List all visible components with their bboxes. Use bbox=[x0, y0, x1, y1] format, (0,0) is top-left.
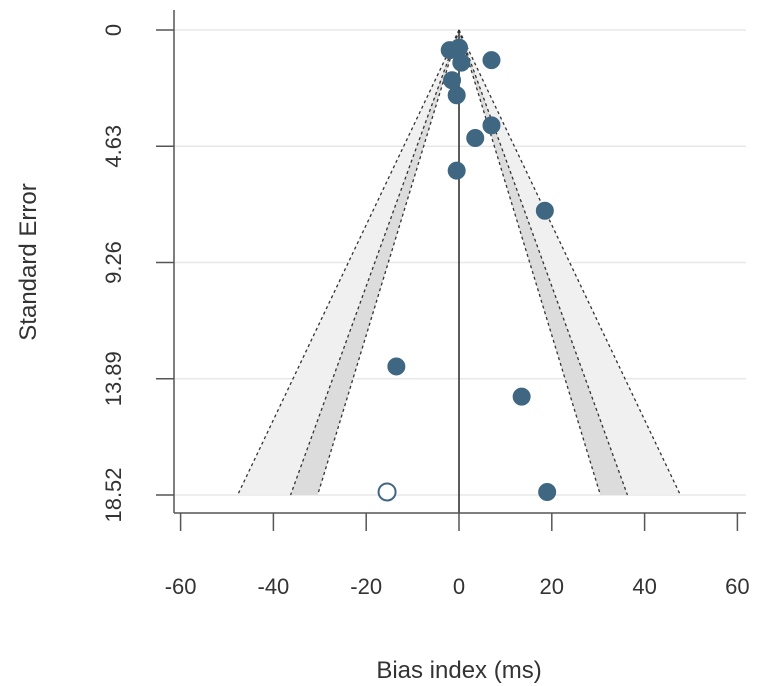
y-axis-ticks: 0 4.63 9.26 13.89 18.52 bbox=[101, 24, 174, 523]
y-tick-label-1: 4.63 bbox=[101, 125, 126, 168]
x-axis-title: Bias index (ms) bbox=[376, 657, 541, 684]
study-point-0-10 bbox=[387, 357, 406, 376]
contour-95pct-right bbox=[458, 29, 629, 496]
plot-area bbox=[174, 10, 746, 513]
study-point-0-11 bbox=[512, 387, 531, 406]
contour-99pct-left bbox=[237, 29, 460, 496]
contour-95pct-left bbox=[289, 29, 460, 496]
study-point-0-8 bbox=[447, 161, 466, 180]
x-axis-ticks: -60 -40 -20 0 20 40 60 bbox=[165, 513, 750, 599]
axes bbox=[173, 10, 746, 514]
y-tick-label-4: 18.52 bbox=[101, 467, 126, 522]
study-point-0-7 bbox=[466, 128, 485, 147]
y-tick-label-2: 9.26 bbox=[101, 241, 126, 284]
study-point-0-2 bbox=[452, 53, 471, 72]
x-tick-label-3: 0 bbox=[453, 574, 465, 599]
contour-99pct-right bbox=[458, 29, 681, 496]
funnel-contour-lines bbox=[237, 29, 681, 496]
y-tick-label-3: 13.89 bbox=[101, 351, 126, 406]
study-point-0-9 bbox=[535, 201, 554, 220]
study-point-0-12 bbox=[538, 482, 557, 501]
study-point-0-1 bbox=[450, 38, 468, 57]
y-tick-label-0: 0 bbox=[101, 24, 126, 36]
x-tick-label-5: 40 bbox=[632, 574, 656, 599]
study-points bbox=[377, 38, 557, 502]
study-point-hollow-1-0 bbox=[377, 482, 397, 502]
study-point-0-5 bbox=[447, 86, 466, 105]
x-tick-label-6: 60 bbox=[725, 574, 749, 599]
study-point-0-6 bbox=[482, 116, 501, 135]
study-point-0-3 bbox=[482, 51, 501, 70]
x-tick-label-1: -40 bbox=[258, 574, 290, 599]
y-axis-title: Standard Error bbox=[15, 183, 42, 340]
x-tick-label-0: -60 bbox=[165, 574, 197, 599]
study-point-0-4 bbox=[443, 71, 462, 90]
x-tick-label-4: 20 bbox=[540, 574, 564, 599]
x-tick-label-2: -20 bbox=[350, 574, 382, 599]
